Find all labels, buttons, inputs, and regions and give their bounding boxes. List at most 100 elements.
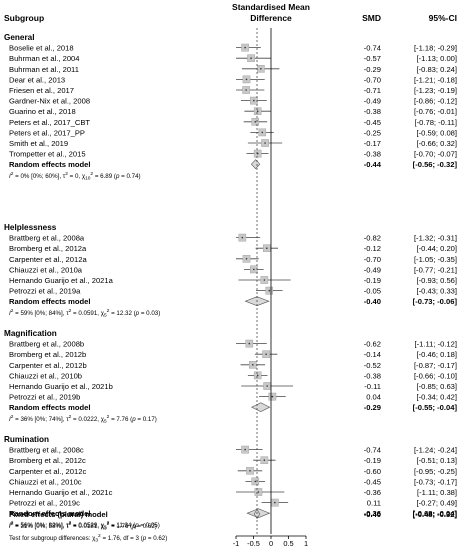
ci-value: [-0.73; -0.17]	[414, 477, 457, 486]
ci-value: [-0.70; -0.07]	[414, 150, 457, 159]
tick-label: -0.5	[247, 539, 260, 548]
ci-value: [-0.66; -0.10]	[414, 371, 457, 380]
pooled-ci-value: [-0.55; -0.04]	[413, 403, 458, 412]
ci-value: [-1.21; -0.18]	[414, 75, 457, 84]
tick-label: -1	[233, 539, 240, 548]
smd-value: -0.62	[364, 340, 381, 349]
smd-value: -0.71	[364, 86, 381, 95]
point-estimate	[245, 89, 247, 91]
smd-value: -0.36	[364, 488, 381, 497]
ci-value: [-1.11; 0.38]	[417, 488, 457, 497]
pooled-label: Random effects model	[9, 403, 90, 412]
smd-value: -0.45	[364, 118, 381, 127]
smd-value: -0.19	[364, 276, 381, 285]
ci-value: [-0.27; 0.49]	[416, 499, 457, 508]
ci-value: [-0.51; 0.13]	[416, 456, 457, 465]
ci-value: [-0.76; -0.01]	[414, 107, 457, 116]
tick-label: 0	[269, 539, 273, 548]
pooled-ci-value: [-0.68; -0.04]	[413, 509, 458, 518]
smd-value: -0.12	[364, 244, 381, 253]
point-estimate	[265, 353, 267, 356]
pooled-ci-value: [-0.73; -0.06]	[413, 297, 458, 306]
point-estimate	[254, 121, 257, 123]
study-label: Peters et al., 2017_CBT	[9, 118, 90, 127]
smd-value: -0.45	[364, 477, 381, 486]
ci-value: [-1.13; 0.00]	[416, 54, 457, 63]
tick-label: 1	[304, 539, 308, 548]
study-label: Peters et al., 2017_PP	[9, 128, 85, 137]
point-estimate	[260, 68, 262, 70]
smd-value: -0.19	[364, 456, 381, 465]
forest-rows: General Boselie et al., 2018 -0.74 [-1.18; …	[4, 33, 457, 544]
point-estimate	[245, 78, 248, 81]
pooled-diamond	[251, 402, 271, 413]
pooled-label: Random effects model	[9, 160, 90, 169]
point-estimate	[249, 470, 251, 472]
header-effect-line2: Difference	[250, 13, 292, 23]
study-label: Bromberg et al., 2012c	[9, 456, 86, 465]
point-estimate	[266, 247, 268, 249]
ci-value: [-0.86; -0.12]	[414, 97, 457, 106]
pooled-diamond	[250, 159, 261, 170]
pooled-ci-value: [-0.48; -0.32]	[413, 510, 458, 519]
ci-value: [-0.78; -0.11]	[415, 118, 458, 127]
header-effect-line1: Standardised Mean	[232, 2, 310, 12]
point-estimate	[274, 501, 276, 504]
smd-value: 0.11	[367, 499, 381, 508]
study-label: Brattberg et al., 2008c	[9, 446, 84, 455]
point-estimate	[256, 110, 259, 112]
point-estimate	[253, 268, 255, 271]
smd-value: -0.82	[364, 234, 381, 243]
ci-value: [-0.77; -0.21]	[414, 265, 457, 274]
study-label: Bromberg et al., 2012b	[9, 350, 86, 359]
study-label: Petrozzi et al., 2019a	[9, 287, 81, 296]
point-estimate	[254, 480, 257, 483]
smd-value: -0.38	[364, 371, 381, 380]
overall-heterogeneity: I2 = 31% [0%; 58%], τ2 = 0.0181, χ32 = 1…	[9, 521, 157, 531]
study-label: Smith et al., 2019	[9, 139, 68, 148]
point-estimate	[253, 99, 255, 102]
ci-value: [-0.34; 0.42]	[416, 393, 457, 402]
group-heterogeneity: I2 = 56% [0%; 82%], τ2 = 0.0529, χ52 = 1…	[9, 520, 160, 530]
header-smd: SMD	[362, 13, 381, 23]
smd-value: -0.49	[364, 97, 381, 106]
smd-value: -0.14	[364, 350, 381, 359]
study-label: Trompetter et al., 2015	[9, 150, 86, 159]
ci-value: [-0.66; 0.32]	[416, 139, 457, 148]
smd-value: -0.60	[364, 467, 381, 476]
study-label: Hernando Guarijo et al., 2021a	[9, 276, 114, 285]
study-label: Friesen et al., 2017	[9, 86, 74, 95]
study-label: Buhrman et al., 2011	[9, 65, 79, 74]
pooled-smd-value: -0.36	[364, 509, 381, 518]
ci-value: [-1.05; -0.35]	[414, 255, 457, 264]
study-label: Hernando Guarijo et al., 2021b	[9, 382, 113, 391]
smd-value: -0.74	[364, 446, 381, 455]
study-label: Petrozzi et al., 2019b	[9, 393, 80, 402]
pooled-label: Random effects model	[9, 509, 90, 518]
smd-value: -0.25	[364, 128, 381, 137]
point-estimate	[264, 142, 266, 144]
group-heterogeneity: I2 = 36% [0%; 74%], τ2 = 0.0222, χ52 = 7…	[9, 414, 157, 424]
study-label: Bromberg et al., 2012a	[9, 244, 87, 253]
smd-value: -0.38	[364, 150, 381, 159]
x-axis: -1 -0.5 0 0.5 1	[233, 28, 308, 548]
ci-value: [-1.18; -0.29]	[414, 44, 457, 53]
ci-value: [-1.11; -0.12]	[415, 340, 458, 349]
smd-value: 0.04	[366, 393, 381, 402]
smd-value: -0.29	[364, 65, 381, 74]
study-label: Hernando Guarijo et al., 2021c	[9, 488, 113, 497]
smd-value: -0.38	[364, 107, 381, 116]
study-label: Brattberg et al., 2008a	[9, 234, 85, 243]
ci-value: [-0.95; -0.25]	[414, 467, 457, 476]
ci-value: [-1.24; -0.24]	[414, 446, 457, 455]
point-estimate	[266, 385, 268, 387]
ci-value: [-0.44; 0.20]	[416, 244, 457, 253]
smd-value: -0.74	[364, 44, 381, 53]
smd-value: -0.17	[364, 139, 381, 148]
point-estimate	[244, 448, 246, 451]
point-estimate	[271, 395, 274, 398]
study-label: Dear et al., 2013	[9, 75, 65, 84]
pooled-ci-value: [-0.56; -0.32]	[413, 160, 458, 169]
pooled-smd-value: -0.29	[364, 403, 381, 412]
